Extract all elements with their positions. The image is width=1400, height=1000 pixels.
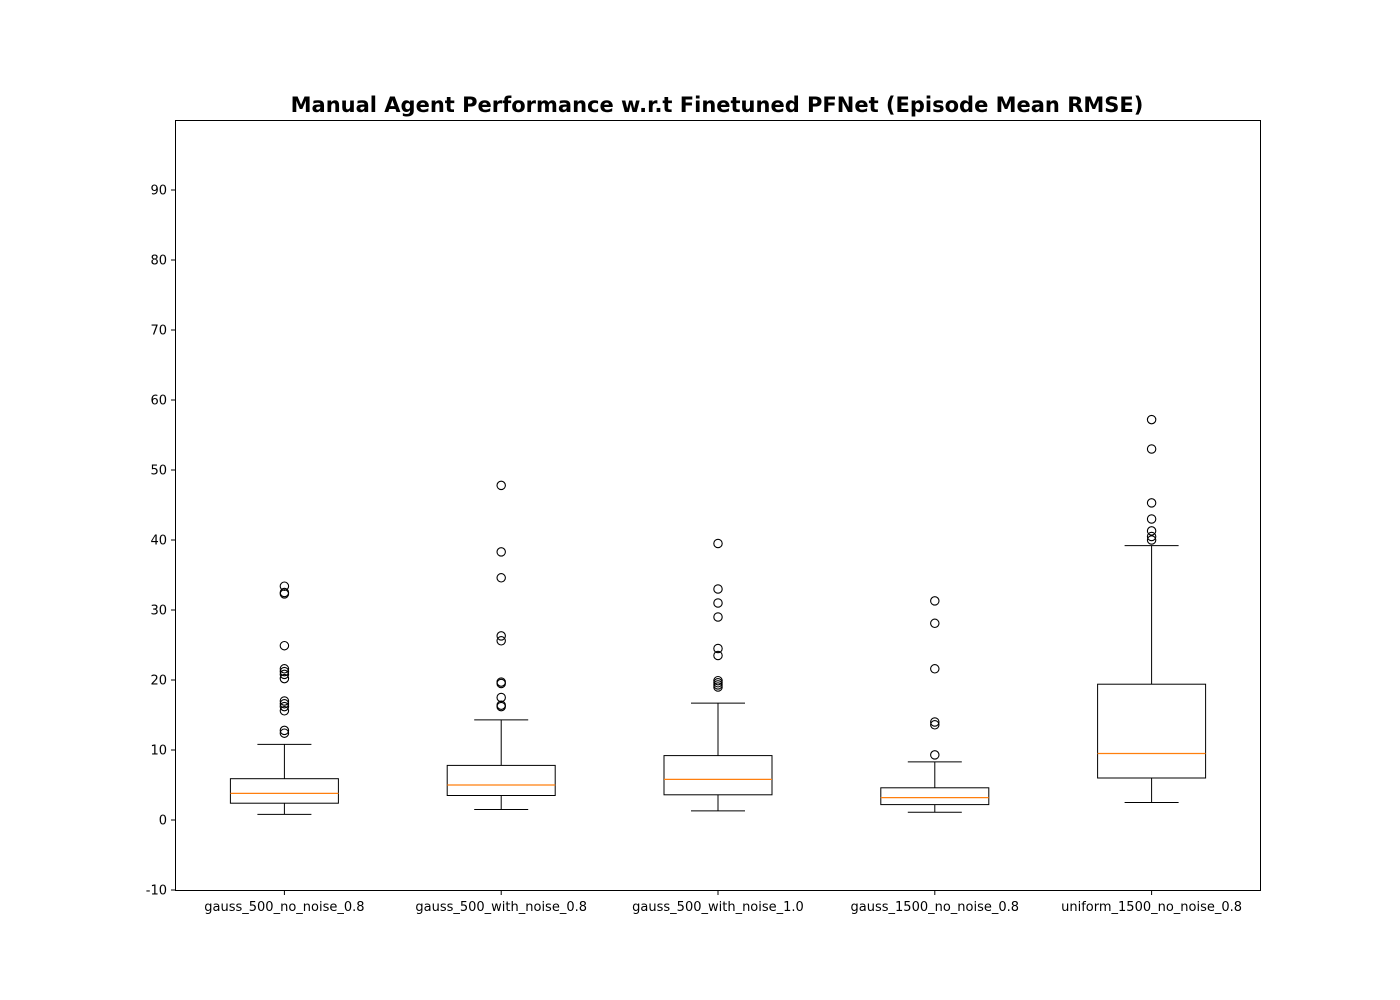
box-group xyxy=(446,480,556,810)
outlier-point xyxy=(1146,526,1157,536)
interquartile-box xyxy=(1097,683,1207,779)
outlier-point xyxy=(496,547,506,557)
y-tick-label: 60 xyxy=(150,394,167,409)
outlier-point xyxy=(930,664,940,674)
y-tick-label: -10 xyxy=(146,884,167,899)
outlier-point xyxy=(713,584,723,594)
y-tick-label: 90 xyxy=(150,184,167,199)
interquartile-box xyxy=(229,778,339,804)
x-tick-label: uniform_1500_no_noise_0.8 xyxy=(1061,900,1242,915)
y-tick-label: 20 xyxy=(150,674,167,689)
outlier-point xyxy=(713,598,723,608)
y-tick-label: 40 xyxy=(150,534,167,549)
box-group xyxy=(663,538,773,812)
box-group xyxy=(880,596,990,813)
outlier-point xyxy=(279,587,290,598)
y-tick-label: 0 xyxy=(159,814,167,829)
outlier-point xyxy=(496,692,506,703)
outlier-point xyxy=(930,618,940,629)
outlier-point xyxy=(1146,531,1157,542)
outlier-point xyxy=(496,677,506,687)
interquartile-box xyxy=(663,755,773,796)
outlier-point xyxy=(930,750,940,760)
outlier-point xyxy=(496,480,506,491)
outlier-point xyxy=(496,573,506,583)
outlier-point xyxy=(930,720,940,730)
outlier-point xyxy=(713,643,723,654)
outlier-point xyxy=(930,717,940,727)
x-tick-label: gauss_1500_no_noise_0.8 xyxy=(851,900,1020,915)
outlier-point xyxy=(279,673,290,684)
outlier-point xyxy=(1146,498,1157,508)
outlier-point xyxy=(496,700,506,710)
outlier-point xyxy=(1146,444,1157,454)
outlier-point xyxy=(1146,414,1157,425)
y-tick-label: 70 xyxy=(150,324,167,339)
outlier-point xyxy=(279,581,290,591)
y-axis: -10 0 10 20 30 40 50 60 70 80 90 xyxy=(146,184,176,899)
outlier-point xyxy=(1146,535,1157,545)
outlier-point xyxy=(279,706,290,716)
outlier-point xyxy=(279,725,290,736)
y-tick-label: 10 xyxy=(150,744,167,759)
outlier-point xyxy=(279,669,290,680)
box-series xyxy=(229,414,1207,815)
outlier-point xyxy=(279,666,290,677)
x-tick-label: gauss_500_with_noise_1.0 xyxy=(632,900,804,915)
y-tick-label: 30 xyxy=(150,604,167,619)
outlier-point xyxy=(279,699,290,709)
box-group xyxy=(229,581,339,815)
y-tick-label: 80 xyxy=(150,254,167,269)
y-tick-label: 50 xyxy=(150,464,167,479)
x-tick-label: gauss_500_no_noise_0.8 xyxy=(204,900,364,915)
outlier-point xyxy=(279,696,290,706)
outlier-point xyxy=(279,664,290,674)
outlier-point xyxy=(713,650,723,661)
outlier-point xyxy=(713,538,723,549)
outlier-point xyxy=(930,596,940,606)
outlier-point xyxy=(496,631,506,641)
x-tick-label: gauss_500_with_noise_0.8 xyxy=(415,900,587,915)
outlier-point xyxy=(279,728,290,738)
interquartile-box xyxy=(880,787,990,806)
chart-title: Manual Agent Performance w.r.t Finetuned… xyxy=(291,93,1144,117)
outlier-point xyxy=(496,636,506,646)
box-group xyxy=(1097,414,1207,803)
outlier-point xyxy=(279,701,290,712)
interquartile-box xyxy=(446,764,556,797)
outlier-point xyxy=(279,640,290,651)
outlier-point xyxy=(713,612,723,622)
outlier-point xyxy=(713,675,723,686)
outlier-point xyxy=(1146,514,1157,524)
x-axis: gauss_500_no_noise_0.8 gauss_500_with_noi… xyxy=(204,890,1242,915)
